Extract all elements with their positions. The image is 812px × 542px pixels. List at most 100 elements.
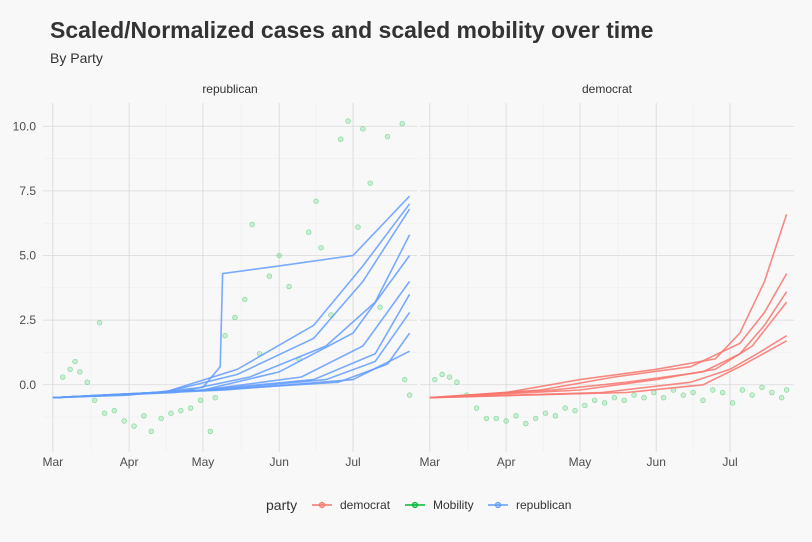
mobility-point bbox=[439, 371, 445, 378]
mobility-point bbox=[121, 418, 127, 424]
x-tick-label: May bbox=[192, 455, 215, 469]
facet-label: republican bbox=[202, 82, 257, 96]
legend-key-point bbox=[318, 501, 326, 509]
mobility-point bbox=[197, 397, 204, 403]
x-tick-label: Apr bbox=[120, 455, 139, 469]
case-series-line bbox=[52, 234, 411, 399]
mobility-point bbox=[454, 379, 460, 385]
mobility-point bbox=[631, 392, 637, 398]
mobility-point bbox=[101, 410, 108, 416]
mobility-point bbox=[377, 304, 383, 310]
mobility-point bbox=[168, 410, 174, 416]
legend-entry-label: democrat bbox=[340, 498, 391, 512]
mobility-point bbox=[249, 221, 255, 228]
mobility-point bbox=[582, 402, 588, 409]
mobility-point bbox=[749, 392, 755, 398]
mobility-point bbox=[473, 405, 480, 411]
mobility-point bbox=[131, 423, 137, 429]
x-tick-label: Jul bbox=[722, 455, 737, 469]
mobility-point bbox=[276, 252, 282, 259]
mobility-point bbox=[286, 283, 292, 290]
mobility-point bbox=[503, 418, 509, 424]
case-series-line bbox=[52, 293, 411, 399]
case-series-line bbox=[429, 273, 788, 399]
mobility-point bbox=[532, 415, 539, 422]
mobility-point bbox=[542, 410, 549, 416]
mobility-point bbox=[222, 332, 228, 339]
mobility-point bbox=[432, 376, 438, 383]
mobility-point bbox=[360, 126, 366, 132]
mobility-point bbox=[621, 397, 627, 403]
facet-label: democrat bbox=[582, 82, 633, 96]
mobility-point bbox=[710, 387, 716, 393]
x-tick-label: May bbox=[569, 455, 592, 469]
mobility-point bbox=[591, 397, 598, 403]
legend: party democrat Mobility republican bbox=[266, 497, 571, 513]
mobility-point bbox=[680, 392, 686, 398]
mobility-point bbox=[345, 118, 351, 124]
y-tick-label: 7.5 bbox=[19, 184, 36, 198]
mobility-point bbox=[739, 387, 746, 393]
mobility-point bbox=[778, 395, 785, 401]
mobility-point bbox=[187, 405, 194, 411]
y-tick-label: 10.0 bbox=[13, 119, 37, 133]
mobility-point bbox=[59, 374, 66, 380]
mobility-point bbox=[406, 392, 413, 398]
mobility-point bbox=[399, 120, 405, 127]
mobility-point bbox=[207, 428, 214, 435]
case-series-line bbox=[429, 335, 788, 399]
x-tick-label: Jun bbox=[270, 455, 289, 469]
legend-entry-label: republican bbox=[516, 498, 571, 512]
mobility-point bbox=[306, 229, 312, 235]
mobility-point bbox=[355, 224, 361, 230]
facet-panel-0: republican Mar Apr May Jun Jul bbox=[43, 82, 417, 469]
mobility-point bbox=[212, 395, 218, 401]
x-tick-label: Mar bbox=[420, 455, 441, 469]
mobility-point bbox=[552, 413, 559, 419]
case-series-line bbox=[429, 291, 788, 399]
mobility-point bbox=[384, 133, 391, 140]
mobility-point bbox=[242, 296, 248, 303]
mobility-point bbox=[367, 180, 373, 186]
legend-title: party bbox=[266, 497, 297, 513]
case-series-line bbox=[429, 213, 788, 399]
mobility-point bbox=[446, 374, 453, 380]
mobility-point bbox=[759, 384, 765, 391]
mobility-point bbox=[611, 395, 618, 401]
mobility-point bbox=[641, 395, 647, 401]
x-tick-label: Jul bbox=[345, 455, 360, 469]
mobility-point bbox=[91, 397, 98, 403]
mobility-point bbox=[232, 314, 238, 321]
case-series-line bbox=[52, 350, 410, 399]
x-tick-label: Mar bbox=[43, 455, 64, 469]
mobility-point bbox=[148, 428, 154, 435]
x-tick-label: Apr bbox=[497, 455, 516, 469]
mobility-point bbox=[562, 405, 568, 411]
mobility-point bbox=[96, 320, 103, 326]
mobility-point bbox=[266, 273, 273, 279]
y-tick-label: 2.5 bbox=[19, 313, 36, 327]
case-series-line bbox=[429, 301, 788, 399]
mobility-point bbox=[67, 366, 73, 372]
mobility-point bbox=[84, 379, 90, 385]
case-series-line bbox=[429, 340, 787, 399]
legend-key-point bbox=[411, 501, 419, 509]
mobility-point bbox=[572, 407, 578, 414]
mobility-point bbox=[700, 397, 706, 403]
mobility-point bbox=[729, 400, 736, 406]
mobility-point bbox=[660, 395, 667, 401]
mobility-point bbox=[690, 389, 696, 396]
mobility-point bbox=[158, 415, 164, 422]
mobility-point bbox=[401, 376, 408, 383]
mobility-point bbox=[719, 389, 726, 396]
x-tick-label: Jun bbox=[647, 455, 666, 469]
facet-panels: republican Mar Apr May Jun Jul democrat Mar Apr M… bbox=[13, 82, 794, 469]
mobility-point bbox=[77, 369, 83, 375]
legend-key-point bbox=[494, 501, 502, 509]
mobility-point bbox=[313, 198, 319, 204]
mobility-point bbox=[493, 415, 499, 422]
facet-panel-1: democrat Mar Apr May Jun Jul bbox=[420, 82, 794, 469]
mobility-point bbox=[513, 413, 519, 419]
mobility-point bbox=[141, 413, 147, 419]
